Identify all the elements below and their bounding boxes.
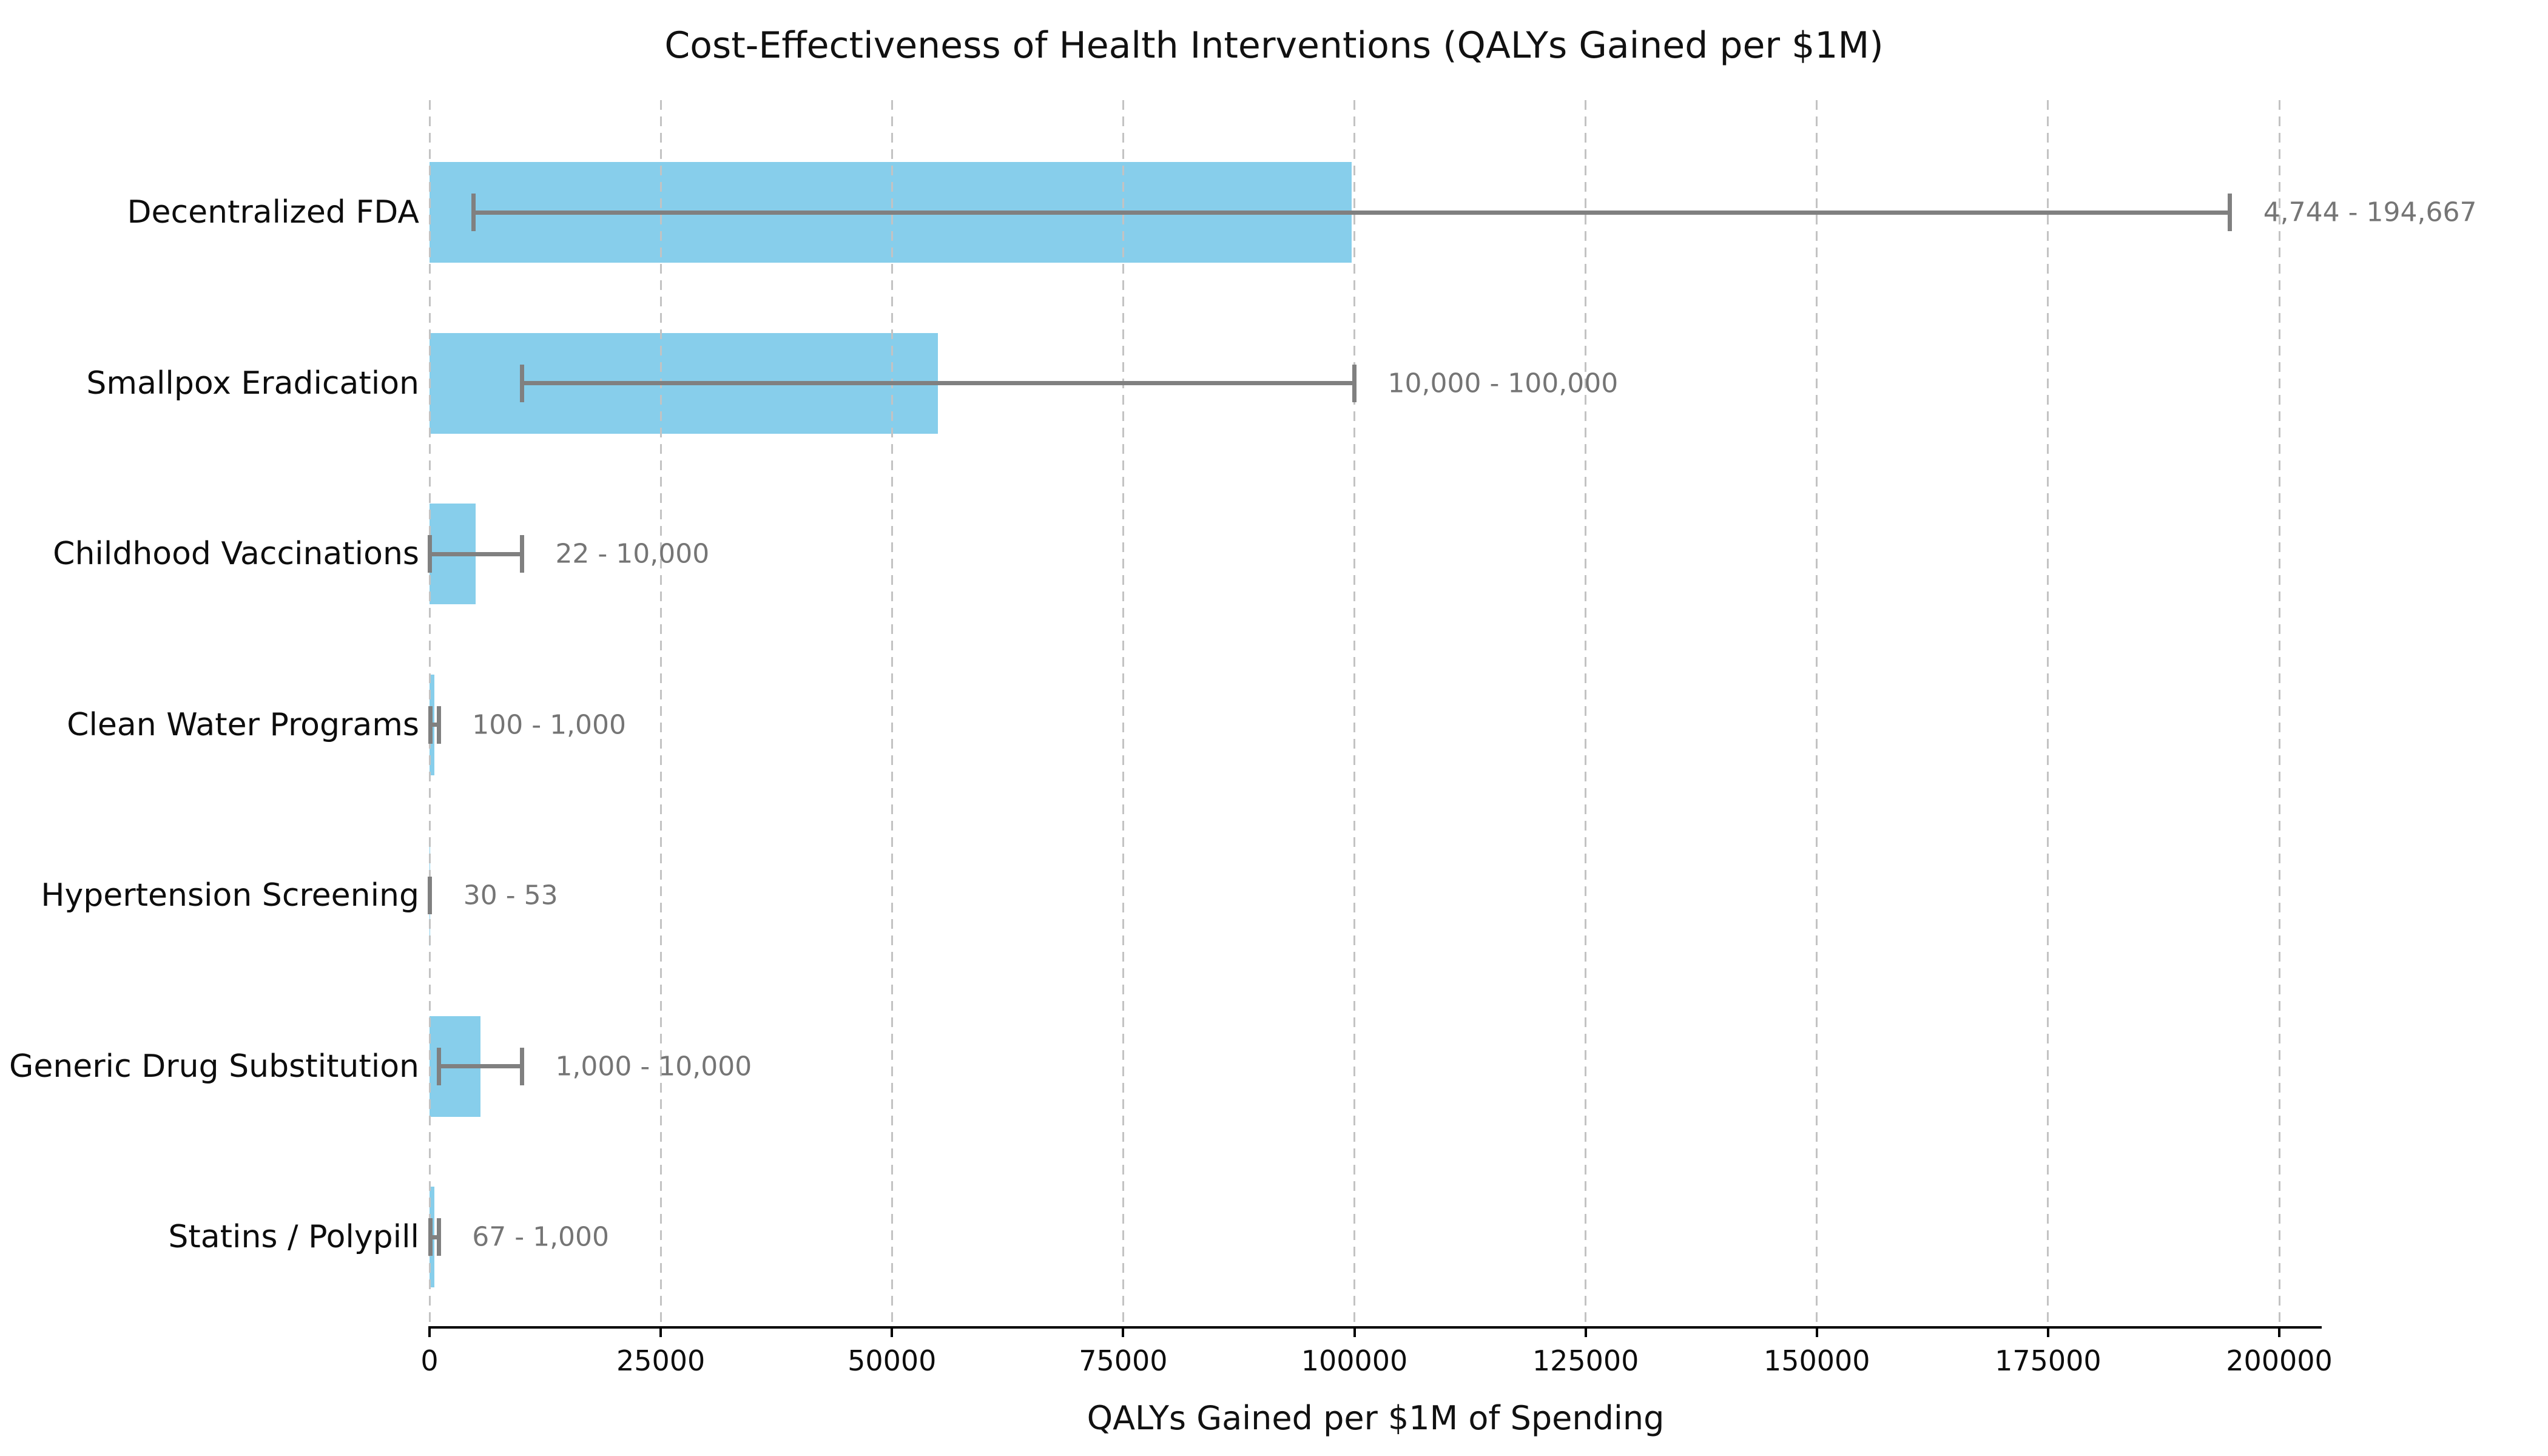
x-tick-label: 150000: [1763, 1344, 1870, 1377]
x-gridline: [2278, 100, 2280, 1327]
range-value-label: 30 - 53: [463, 880, 558, 911]
x-tick-mark: [2278, 1327, 2280, 1337]
category-label: Statins / Polypill: [168, 1219, 419, 1255]
error-bar-cap-high: [2228, 194, 2233, 231]
x-tick-label: 175000: [1995, 1344, 2101, 1377]
error-bar-cap-low: [471, 194, 476, 231]
category-label: Childhood Vaccinations: [53, 536, 419, 572]
range-value-label: 1,000 - 10,000: [555, 1051, 752, 1082]
x-tick-mark: [1353, 1327, 1356, 1337]
x-tick-label: 75000: [1079, 1344, 1168, 1377]
x-tick-mark: [891, 1327, 894, 1337]
x-gridline: [891, 100, 893, 1327]
range-value-label: 100 - 1,000: [472, 709, 627, 740]
x-tick-mark: [1122, 1327, 1125, 1337]
x-gridline: [1122, 100, 1124, 1327]
category-label: Generic Drug Substitution: [9, 1048, 419, 1085]
error-bar-cap-low: [428, 706, 433, 744]
range-value-label: 10,000 - 100,000: [1387, 368, 1619, 399]
error-bar-cap-high: [1352, 364, 1357, 402]
category-label: Smallpox Eradication: [86, 365, 419, 402]
x-tick-mark: [2046, 1327, 2049, 1337]
chart-title: Cost-Effectiveness of Health Interventio…: [664, 24, 1884, 67]
x-gridline: [659, 100, 662, 1327]
error-bar-cap-high: [428, 877, 433, 914]
error-bar-line: [430, 723, 439, 727]
x-axis-title: QALYs Gained per $1M of Spending: [1087, 1399, 1665, 1437]
range-value-label: 22 - 10,000: [555, 538, 710, 570]
error-bar-cap-low: [427, 535, 432, 573]
range-value-label: 67 - 1,000: [472, 1221, 610, 1253]
error-bar-line: [430, 551, 522, 556]
x-gridline: [2047, 100, 2049, 1327]
range-value-label: 4,744 - 194,667: [2263, 197, 2477, 228]
x-tick-label: 100000: [1301, 1344, 1408, 1377]
x-gridline: [1585, 100, 1587, 1327]
error-bar-cap-low: [436, 1047, 441, 1085]
x-gridline: [1353, 100, 1355, 1327]
x-axis-spine: [428, 1326, 2322, 1329]
error-bar-line: [473, 210, 2230, 215]
error-bar-line: [430, 1235, 439, 1239]
error-bar-cap-high: [519, 1047, 524, 1085]
error-bar-cap-high: [519, 535, 524, 573]
error-bar-line: [439, 1064, 522, 1068]
error-bar-cap-low: [519, 364, 524, 402]
category-label: Hypertension Screening: [41, 877, 419, 914]
error-bar-cap-high: [436, 706, 441, 744]
x-gridline: [1816, 100, 1818, 1327]
x-tick-mark: [1584, 1327, 1587, 1337]
x-tick-label: 25000: [616, 1344, 706, 1377]
error-bar-cap-high: [436, 1218, 441, 1256]
x-tick-mark: [428, 1327, 431, 1337]
category-label: Decentralized FDA: [127, 194, 419, 231]
x-tick-label: 125000: [1532, 1344, 1639, 1377]
x-tick-mark: [1815, 1327, 1818, 1337]
error-bar-cap-low: [428, 1218, 433, 1256]
x-tick-label: 200000: [2226, 1344, 2333, 1377]
x-tick-label: 0: [420, 1344, 439, 1377]
x-tick-label: 50000: [848, 1344, 937, 1377]
category-label: Clean Water Programs: [67, 706, 419, 743]
x-tick-mark: [659, 1327, 662, 1337]
error-bar-line: [522, 381, 1355, 385]
